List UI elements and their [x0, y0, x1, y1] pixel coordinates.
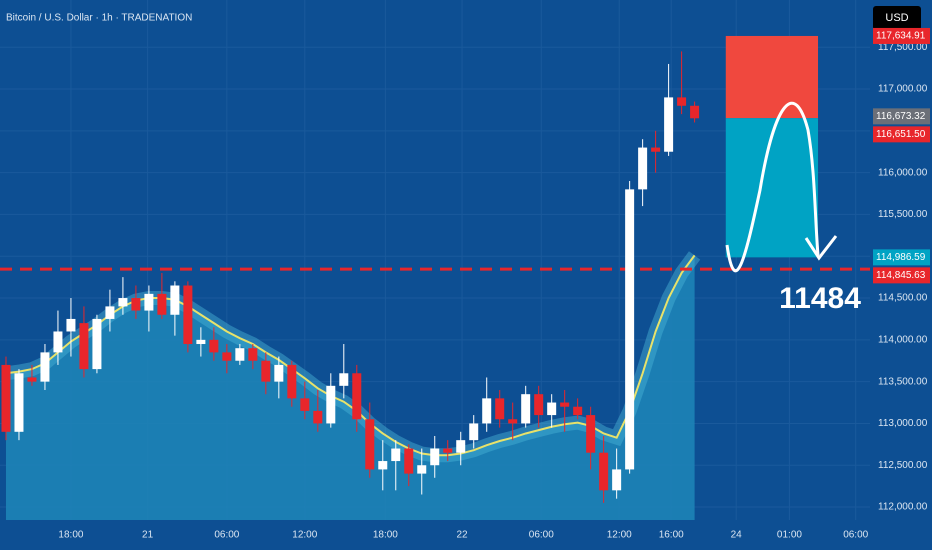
currency-box[interactable] — [873, 6, 921, 30]
price-label-bg — [873, 27, 930, 44]
candle-body — [677, 97, 687, 106]
y-tick-label: 112,000.00 — [878, 502, 928, 513]
x-tick-label: 01:00 — [777, 530, 802, 541]
candle-body — [599, 452, 609, 491]
candle-body — [430, 448, 440, 466]
y-tick-label: 113,500.00 — [878, 376, 928, 387]
ema-line — [5, 254, 696, 457]
candle-body — [274, 364, 284, 382]
candle-body — [144, 293, 154, 311]
price-label: 116,673.32 — [876, 111, 926, 122]
x-tick-label: 18:00 — [58, 530, 83, 541]
chart-title: Bitcoin / U.S. Dollar · 1h · TRADENATION — [6, 13, 192, 24]
price-label-bg — [873, 126, 930, 143]
y-tick-label: 114,500.00 — [878, 293, 928, 304]
price-label: 116,651.50 — [876, 129, 926, 140]
x-tick-label: 24 — [731, 530, 743, 541]
candle-body — [391, 448, 401, 462]
x-tick-label: 06:00 — [529, 530, 554, 541]
y-tick-label: 117,500.00 — [878, 42, 928, 53]
x-tick-label: 12:00 — [607, 530, 632, 541]
x-tick-label: 12:00 — [292, 530, 317, 541]
x-tick-label: 06:00 — [843, 530, 868, 541]
candle-body — [79, 323, 89, 370]
candle-body — [404, 448, 414, 474]
candle-body — [326, 385, 336, 424]
candle-body — [495, 398, 505, 420]
price-label-bg — [873, 249, 930, 266]
candle-body — [222, 352, 232, 361]
candle-body — [638, 147, 648, 190]
candle-body — [443, 448, 453, 453]
price-label: 114,845.63 — [876, 270, 926, 281]
plot-area — [0, 0, 870, 521]
candle-body — [92, 318, 102, 370]
candle-body — [248, 348, 258, 361]
currency[interactable]: USD — [885, 12, 908, 24]
hand-arrow — [725, 101, 820, 273]
candle-body — [14, 373, 24, 432]
candle-body — [521, 394, 531, 424]
candle-body — [417, 465, 427, 474]
y-tick-label: 115,500.00 — [878, 209, 928, 220]
candle-body — [560, 402, 570, 407]
candle-body — [534, 394, 544, 416]
candle-body — [105, 306, 115, 319]
candle-body — [235, 348, 245, 361]
price-label-bg — [873, 267, 930, 284]
candle-body — [27, 377, 37, 382]
y-tick-label: 116,000.00 — [878, 167, 928, 178]
y-tick-label: 114,000.00 — [878, 334, 928, 345]
hand-arrow-head — [804, 235, 838, 261]
x-tick-label: 16:00 — [659, 530, 684, 541]
candle-body — [287, 364, 297, 399]
candle-body — [66, 318, 76, 332]
candle-body — [456, 440, 466, 453]
x-tick-label: 06:00 — [214, 530, 239, 541]
candle-body — [118, 298, 128, 307]
price-label-bg — [873, 108, 930, 125]
candle-body — [53, 331, 63, 353]
candle-body — [625, 189, 635, 470]
candle-body — [183, 285, 193, 345]
candle-body — [378, 461, 388, 470]
candle-body — [352, 373, 362, 420]
x-tick-label: 22 — [456, 530, 468, 541]
x-tick-label: 18:00 — [373, 530, 398, 541]
candle-body — [261, 360, 271, 382]
stop-zone — [725, 35, 819, 119]
ema-area — [5, 255, 695, 521]
candle-body — [300, 398, 310, 411]
price-label: 114,986.59 — [876, 252, 926, 263]
candle-body — [469, 423, 479, 441]
candle-body — [573, 406, 583, 416]
price-label: 117,634.91 — [876, 31, 926, 42]
annotation: 11484 — [779, 282, 861, 315]
candle-body — [339, 373, 349, 386]
candle-body — [40, 352, 50, 382]
candle-body — [664, 97, 674, 152]
candle-body — [365, 419, 375, 470]
candle-body — [196, 339, 206, 345]
candle-body — [482, 398, 492, 424]
candle-body — [612, 469, 622, 491]
candle-body — [690, 105, 700, 119]
y-tick-label: 112,500.00 — [878, 460, 928, 471]
candle-body — [547, 402, 557, 416]
candle-body — [157, 293, 167, 315]
candle-body — [1, 364, 11, 432]
candle-body — [131, 298, 141, 311]
candle-body — [508, 419, 518, 424]
y-tick-label: 117,000.00 — [878, 84, 928, 95]
candle-body — [313, 410, 323, 424]
y-tick-label: 113,000.00 — [878, 418, 928, 429]
candle-body — [651, 147, 661, 152]
candle-body — [586, 415, 596, 453]
target-zone — [725, 118, 819, 258]
x-tick-label: 21 — [142, 530, 154, 541]
candle-body — [170, 285, 180, 315]
candle-body — [209, 339, 219, 353]
